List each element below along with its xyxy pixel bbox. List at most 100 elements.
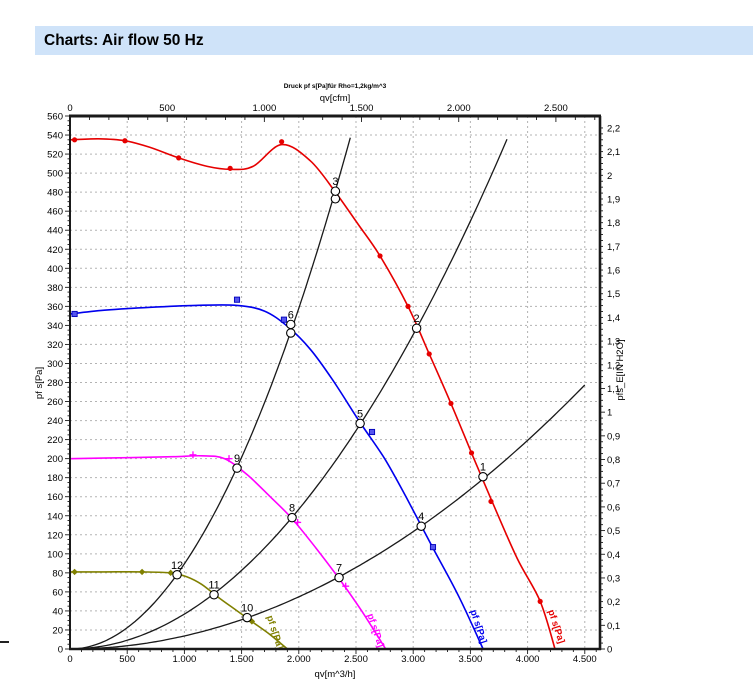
operating-point-circle [355, 418, 365, 429]
fan-curve-3-markers [189, 451, 350, 590]
axis-tick-labels: 0 500 1.000 1.500 2.000 2.500 3.000 3.500 4.000 4… [47, 103, 620, 665]
right-tick-label: 0,8 [607, 455, 620, 466]
data-point-marker [537, 598, 543, 605]
left-tick-label: 380 [47, 283, 63, 294]
chart-subtitle: Druck pf s[Pa]für Rho=1,2kg/m^3 [284, 82, 387, 90]
operating-point-number: 7 [336, 563, 342, 575]
left-tick-label: 40 [52, 606, 63, 617]
right-tick-label: 2,1 [607, 147, 620, 158]
operating-point-3: 3 [330, 176, 341, 204]
data-point-marker [227, 165, 233, 171]
left-tick-label: 280 [47, 378, 63, 389]
operating-point-4: 4 [416, 511, 426, 531]
right-tick-label: 0,9 [607, 431, 620, 442]
left-tick-label: 500 [47, 169, 63, 180]
right-tick-label: 1,5 [607, 289, 620, 300]
data-point-marker [167, 569, 174, 577]
fan-curve-4-line [69, 571, 288, 650]
bottom-tick-label: 1.500 [230, 654, 254, 665]
data-point-marker [429, 544, 437, 551]
left-tick-label: 180 [47, 473, 63, 484]
left-tick-label: 100 [47, 549, 63, 560]
left-tick-label: 440 [47, 226, 63, 237]
fan-curve-2: pf s[Pa] [69, 296, 489, 650]
data-point-marker [71, 137, 78, 143]
bottom-tick-label: 4.000 [516, 654, 540, 665]
left-tick-label: 120 [47, 530, 63, 541]
data-point-marker [71, 310, 78, 318]
left-tick-label: 0 [58, 645, 63, 656]
left-tick-label: 480 [47, 188, 63, 199]
operating-point-circle [242, 612, 252, 623]
left-tick-label: 540 [47, 131, 63, 142]
system-curve-2 [69, 139, 508, 650]
data-point-marker [448, 400, 454, 407]
left-tick-label: 340 [47, 321, 63, 332]
system-curves [69, 137, 586, 650]
fan-curve-3: pf s[Pa] [69, 451, 387, 650]
bottom-tick-label: 2.000 [287, 654, 311, 665]
left-tick-label: 320 [47, 340, 63, 351]
operating-point-number: 12 [171, 560, 183, 572]
top-axis-title: qv[cfm] [320, 93, 351, 104]
operating-point-number: 5 [357, 408, 363, 420]
right-tick-label: 1,9 [607, 194, 620, 205]
left-tick-label: 200 [47, 454, 63, 465]
fan-curve-2-line [69, 304, 484, 650]
right-tick-label: 2 [607, 171, 612, 182]
top-tick-label: 500 [159, 103, 175, 114]
right-tick-label: 0,5 [607, 526, 620, 537]
bottom-tick-label: 500 [119, 654, 135, 665]
fan-curve-1-markers [71, 137, 543, 605]
page-margin-dash [0, 641, 9, 643]
operating-point-number: 1 [480, 462, 486, 474]
operating-point-11: 11 [208, 580, 220, 600]
fan-curve-2-markers [71, 296, 437, 551]
top-tick-label: 2.000 [447, 103, 471, 114]
data-point-marker [189, 451, 197, 459]
right-tick-label: 0,6 [607, 502, 620, 513]
left-tick-label: 560 [47, 112, 63, 123]
operating-point-12: 12 [171, 560, 183, 580]
left-tick-label: 400 [47, 264, 63, 275]
left-tick-label: 460 [47, 207, 63, 218]
data-point-marker [405, 303, 411, 309]
left-tick-label: 520 [47, 150, 63, 161]
left-tick-label: 140 [47, 511, 63, 522]
data-point-marker [280, 316, 287, 323]
operating-point-2: 2 [411, 313, 422, 333]
top-tick-label: 1.000 [252, 103, 276, 114]
data-point-marker [176, 155, 182, 161]
right-tick-label: 0,4 [607, 550, 620, 561]
fan-curve-4-markers [71, 568, 256, 625]
bottom-tick-label: 3.500 [458, 654, 482, 665]
data-point-marker [488, 498, 494, 505]
data-point-marker [138, 568, 146, 576]
operating-point-1: 1 [478, 462, 488, 482]
fan-curve-4: pf s[Pa] [69, 568, 288, 651]
operating-point-circle [287, 512, 297, 523]
left-tick-label: 420 [47, 245, 63, 256]
operating-point-circle [286, 319, 296, 330]
right-axis-title: pfs_E[IN H2O] [615, 339, 626, 400]
top-tick-label: 1.500 [350, 103, 374, 114]
right-tick-label: 1,1 [607, 384, 620, 395]
operating-point-10: 10 [241, 603, 253, 623]
right-tick-label: 1,4 [607, 313, 620, 324]
data-point-marker [122, 138, 128, 144]
left-tick-label: 260 [47, 397, 63, 408]
left-tick-label: 240 [47, 416, 63, 427]
operating-point-6: 6 [286, 309, 296, 338]
data-point-marker [71, 568, 78, 576]
top-tick-label: 2.500 [544, 103, 568, 114]
data-point-marker [294, 518, 302, 526]
operating-point-circle [411, 323, 422, 333]
right-tick-label: 0,3 [607, 573, 620, 584]
left-tick-label: 220 [47, 435, 63, 446]
right-tick-label: 1,2 [607, 360, 620, 371]
operating-point-circle [209, 589, 219, 600]
fan-curve-3-line [69, 454, 387, 650]
operating-point-circle [334, 572, 344, 583]
